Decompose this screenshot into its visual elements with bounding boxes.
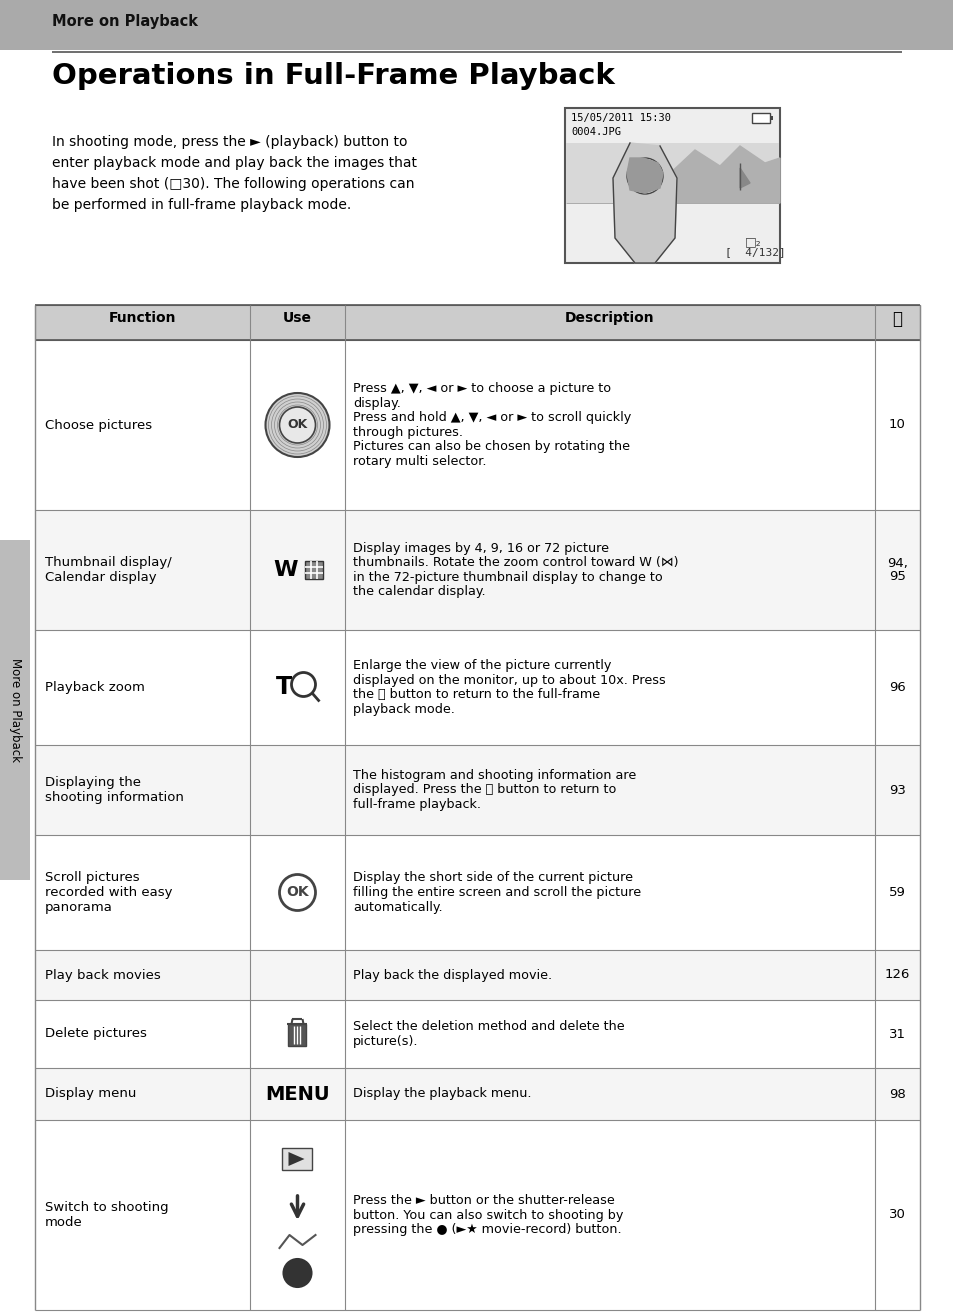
Text: button. You can also switch to shooting by: button. You can also switch to shooting … <box>353 1209 622 1222</box>
Bar <box>35 1000 919 1068</box>
Bar <box>35 305 919 340</box>
Text: have been shot (□30). The following operations can: have been shot (□30). The following oper… <box>52 177 414 191</box>
Text: playback mode.: playback mode. <box>353 703 455 716</box>
Text: Pictures can also be chosen by rotating the: Pictures can also be chosen by rotating … <box>353 440 629 453</box>
Text: full-frame playback.: full-frame playback. <box>353 798 480 811</box>
Text: OK: OK <box>286 886 309 900</box>
Text: 93: 93 <box>888 783 905 796</box>
Text: Use: Use <box>283 311 312 325</box>
Text: recorded with easy: recorded with easy <box>45 886 172 899</box>
Text: Display menu: Display menu <box>45 1088 136 1101</box>
Text: Displaying the: Displaying the <box>45 777 141 788</box>
Text: Display the short side of the current picture: Display the short side of the current pi… <box>353 871 633 884</box>
Bar <box>565 143 779 202</box>
Text: the ⒪ button to return to the full-frame: the ⒪ button to return to the full-frame <box>353 689 599 702</box>
Text: More on Playback: More on Playback <box>9 658 22 762</box>
Text: enter playback mode and play back the images that: enter playback mode and play back the im… <box>52 156 416 170</box>
Text: 98: 98 <box>888 1088 905 1101</box>
Text: the calendar display.: the calendar display. <box>353 585 485 598</box>
Text: be performed in full-frame playback mode.: be performed in full-frame playback mode… <box>52 198 351 212</box>
Bar <box>35 950 919 1000</box>
Polygon shape <box>740 168 749 188</box>
Text: More on Playback: More on Playback <box>52 14 198 29</box>
Text: Play back movies: Play back movies <box>45 968 161 982</box>
Text: 126: 126 <box>883 968 909 982</box>
Text: W: W <box>273 560 297 579</box>
Text: Enlarge the view of the picture currently: Enlarge the view of the picture currentl… <box>353 660 611 673</box>
Bar <box>35 340 919 510</box>
Text: OK: OK <box>287 418 307 431</box>
Bar <box>282 1148 313 1169</box>
Circle shape <box>626 158 662 194</box>
Text: pressing the ● (►★ movie-record) button.: pressing the ● (►★ movie-record) button. <box>353 1223 621 1236</box>
Bar <box>288 1024 306 1046</box>
Text: 95: 95 <box>888 570 905 583</box>
Text: 📖: 📖 <box>892 310 902 328</box>
Text: 30: 30 <box>888 1209 905 1222</box>
Bar <box>0 0 953 50</box>
Bar <box>769 116 772 120</box>
Text: □₂: □₂ <box>744 235 760 248</box>
Bar <box>35 1068 919 1120</box>
Text: The histogram and shooting information are: The histogram and shooting information a… <box>353 769 636 782</box>
Text: display.: display. <box>353 397 400 410</box>
Text: Press the ► button or the shutter-release: Press the ► button or the shutter-releas… <box>353 1194 614 1208</box>
Text: In shooting mode, press the ► (playback) button to: In shooting mode, press the ► (playback)… <box>52 135 407 148</box>
Bar <box>35 834 919 950</box>
Text: 0004.JPG: 0004.JPG <box>571 127 620 137</box>
Text: Scroll pictures: Scroll pictures <box>45 871 139 884</box>
Circle shape <box>265 393 329 457</box>
Text: Description: Description <box>564 311 654 325</box>
Polygon shape <box>626 158 662 193</box>
Text: Select the deletion method and delete the: Select the deletion method and delete th… <box>353 1020 624 1033</box>
Text: Function: Function <box>109 311 176 325</box>
Bar <box>0 540 30 880</box>
Bar <box>35 629 919 745</box>
Text: 10: 10 <box>888 418 905 431</box>
Polygon shape <box>613 143 677 263</box>
Circle shape <box>279 407 315 443</box>
Text: [  4/132]: [ 4/132] <box>724 247 785 258</box>
Text: Operations in Full-Frame Playback: Operations in Full-Frame Playback <box>52 62 615 89</box>
Text: 59: 59 <box>888 886 905 899</box>
Text: thumbnails. Rotate the zoom control toward W (⋈): thumbnails. Rotate the zoom control towa… <box>353 556 678 569</box>
Text: displayed. Press the ⒪ button to return to: displayed. Press the ⒪ button to return … <box>353 783 616 796</box>
Text: Display images by 4, 9, 16 or 72 picture: Display images by 4, 9, 16 or 72 picture <box>353 541 608 555</box>
Text: automatically.: automatically. <box>353 900 442 913</box>
Text: Playback zoom: Playback zoom <box>45 681 145 694</box>
Text: panorama: panorama <box>45 901 112 915</box>
Bar <box>35 745 919 834</box>
Text: Delete pictures: Delete pictures <box>45 1028 147 1041</box>
Circle shape <box>283 1259 312 1286</box>
Text: Switch to shooting: Switch to shooting <box>45 1201 169 1214</box>
Text: Display the playback menu.: Display the playback menu. <box>353 1088 531 1101</box>
Bar <box>35 510 919 629</box>
Text: 31: 31 <box>888 1028 905 1041</box>
Text: Choose pictures: Choose pictures <box>45 418 152 431</box>
Text: Press and hold ▲, ▼, ◄ or ► to scroll quickly: Press and hold ▲, ▼, ◄ or ► to scroll qu… <box>353 411 631 424</box>
Bar <box>35 1120 919 1310</box>
Text: T: T <box>275 675 292 699</box>
Text: rotary multi selector.: rotary multi selector. <box>353 455 486 468</box>
Bar <box>751 113 769 124</box>
Text: through pictures.: through pictures. <box>353 426 462 439</box>
Polygon shape <box>664 146 780 202</box>
Text: shooting information: shooting information <box>45 791 184 804</box>
Text: 96: 96 <box>888 681 905 694</box>
Text: picture(s).: picture(s). <box>353 1034 418 1047</box>
Text: 94,: 94, <box>886 557 907 569</box>
Text: Thumbnail display/: Thumbnail display/ <box>45 556 172 569</box>
Bar <box>305 561 323 579</box>
Text: Calendar display: Calendar display <box>45 572 156 583</box>
Polygon shape <box>288 1152 304 1166</box>
Text: MENU: MENU <box>265 1084 330 1104</box>
Text: 15/05/2011 15:30: 15/05/2011 15:30 <box>571 113 670 124</box>
Text: displayed on the monitor, up to about 10x. Press: displayed on the monitor, up to about 10… <box>353 674 665 687</box>
Text: Play back the displayed movie.: Play back the displayed movie. <box>353 968 552 982</box>
Text: Press ▲, ▼, ◄ or ► to choose a picture to: Press ▲, ▼, ◄ or ► to choose a picture t… <box>353 382 611 396</box>
Text: in the 72-picture thumbnail display to change to: in the 72-picture thumbnail display to c… <box>353 570 662 583</box>
Text: filling the entire screen and scroll the picture: filling the entire screen and scroll the… <box>353 886 640 899</box>
Bar <box>564 108 780 263</box>
Text: mode: mode <box>45 1215 83 1229</box>
